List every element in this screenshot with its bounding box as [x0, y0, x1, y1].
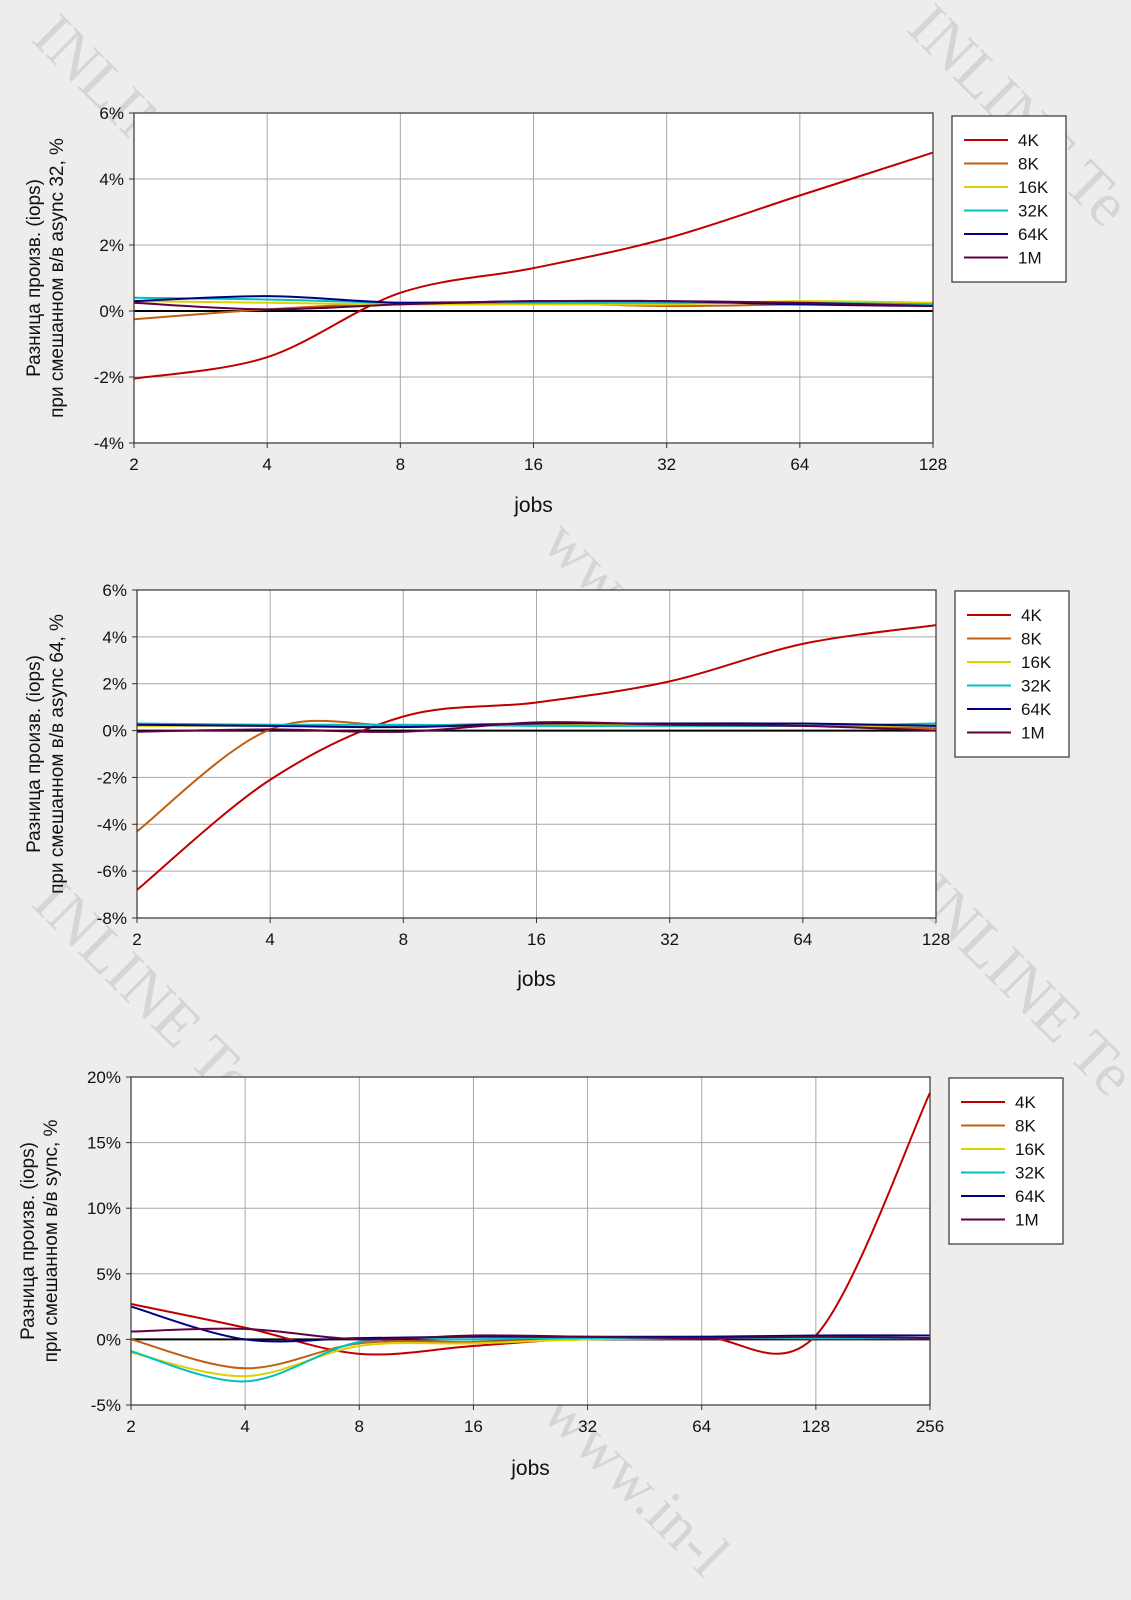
x-tick-label: 2 — [132, 930, 141, 949]
y-tick-label: 0% — [102, 722, 127, 741]
x-tick-label: 4 — [265, 930, 274, 949]
legend: 4K 8K 16K 32K 64K 1M — [954, 590, 1070, 758]
chart-async-64: -8% -6% -4% -2% 0% 2% 4% 6% 2 4 8 16 32 64 128 jobs Разн… — [24, 581, 1070, 991]
legend-label: 16K — [1018, 178, 1049, 197]
x-tick-label: 8 — [355, 1417, 364, 1436]
y-axis-label-line: Разница произв. (iops) — [18, 1142, 39, 1340]
legend-label: 8K — [1018, 155, 1039, 174]
y-axis-label-line: Разница произв. (iops) — [24, 655, 45, 853]
y-axis-label: Разница произв. (iops) при смешанном в/в … — [18, 1119, 62, 1362]
x-tick-label: 128 — [919, 455, 947, 474]
legend-label: 1M — [1018, 249, 1042, 268]
series-line-4K — [136, 624, 937, 891]
x-tick-label: 32 — [660, 930, 679, 949]
x-tick-label: 128 — [922, 930, 950, 949]
x-tick-label: 2 — [126, 1417, 135, 1436]
legend-box — [951, 115, 1067, 283]
x-tick-label: 16 — [464, 1417, 483, 1436]
x-tick-label: 32 — [578, 1417, 597, 1436]
x-tick-label: 4 — [240, 1417, 249, 1436]
legend-label: 64K — [1021, 700, 1052, 719]
x-tick-label: 64 — [793, 930, 812, 949]
y-tick-label: 10% — [87, 1199, 121, 1218]
x-tick-label: 64 — [790, 455, 809, 474]
y-tick-label: -8% — [97, 909, 127, 928]
y-axis-label: Разница произв. (iops) при смешанном в/в … — [24, 138, 68, 418]
legend-label: 32K — [1015, 1164, 1046, 1183]
legend: 4K 8K 16K 32K 64K 1M — [948, 1077, 1064, 1245]
y-axis-label-line: при смешанном в/в sync, % — [41, 1119, 62, 1362]
y-tick-label: 15% — [87, 1134, 121, 1153]
y-tick-label: 4% — [102, 628, 127, 647]
x-tick-label: 64 — [692, 1417, 711, 1436]
series-line-1M — [136, 721, 937, 733]
y-axis-label-line: при смешанном в/в async 64, % — [47, 614, 68, 894]
series-line-1M — [133, 299, 934, 311]
x-axis-label: jobs — [513, 494, 553, 517]
x-axis-label: jobs — [510, 1457, 550, 1480]
x-tick-label: 16 — [527, 930, 546, 949]
x-tick-label: 8 — [396, 455, 405, 474]
legend-label: 16K — [1021, 653, 1052, 672]
y-tick-label: 2% — [102, 675, 127, 694]
series-line-1M — [130, 1327, 931, 1341]
y-tick-label: 0% — [99, 302, 124, 321]
legend-label: 1M — [1021, 724, 1045, 743]
y-tick-label: 6% — [99, 104, 124, 123]
x-tick-label: 4 — [262, 455, 271, 474]
legend-label: 4K — [1018, 131, 1039, 150]
plot-frame — [130, 1076, 931, 1406]
y-tick-label: -2% — [94, 368, 124, 387]
legend-label: 64K — [1015, 1187, 1046, 1206]
y-tick-label: -5% — [91, 1396, 121, 1415]
legend-label: 1M — [1015, 1211, 1039, 1230]
legend-label: 32K — [1018, 202, 1049, 221]
y-axis-label-line: Разница произв. (iops) — [24, 179, 45, 377]
chart-async-32: -4% -2% 0% 2% 4% 6% 2 4 8 16 32 64 128 jobs Разница пр… — [24, 104, 1067, 517]
y-tick-label: -4% — [97, 815, 127, 834]
chart-sync: -5% 0% 5% 10% 15% 20% 2 4 8 16 32 64 128 256 jobs Разни… — [18, 1068, 1064, 1480]
legend-label: 8K — [1021, 630, 1042, 649]
legend-label: 8K — [1015, 1117, 1036, 1136]
y-axis-label: Разница произв. (iops) при смешанном в/в … — [24, 614, 68, 894]
series-line-4K — [133, 151, 934, 380]
x-tick-label: 2 — [129, 455, 138, 474]
y-tick-label: -6% — [97, 862, 127, 881]
legend-label: 64K — [1018, 225, 1049, 244]
x-tick-label: 16 — [524, 455, 543, 474]
legend-label: 4K — [1015, 1093, 1036, 1112]
series-line-32K — [130, 1336, 930, 1383]
y-tick-label: 2% — [99, 236, 124, 255]
x-tick-label: 128 — [802, 1417, 830, 1436]
legend-label: 16K — [1015, 1140, 1046, 1159]
y-tick-label: 0% — [96, 1330, 121, 1349]
series-line-16K — [133, 300, 934, 306]
y-tick-label: 5% — [96, 1265, 121, 1284]
y-axis-label-line: при смешанном в/в async 32, % — [47, 138, 68, 418]
x-tick-label: 256 — [916, 1417, 944, 1436]
x-axis-label: jobs — [516, 968, 556, 991]
legend: 4K 8K 16K 32K 64K 1M — [951, 115, 1067, 283]
legend-box — [948, 1077, 1064, 1245]
y-tick-label: 20% — [87, 1068, 121, 1087]
y-tick-label: 6% — [102, 581, 127, 600]
legend-label: 4K — [1021, 606, 1042, 625]
plot-area — [131, 1077, 930, 1405]
x-tick-label: 32 — [657, 455, 676, 474]
legend-box — [954, 590, 1070, 758]
y-tick-label: -2% — [97, 768, 127, 787]
legend-label: 32K — [1021, 677, 1052, 696]
y-tick-label: 4% — [99, 170, 124, 189]
series-line-64K — [136, 722, 937, 729]
x-tick-label: 8 — [399, 930, 408, 949]
y-tick-label: -4% — [94, 434, 124, 453]
